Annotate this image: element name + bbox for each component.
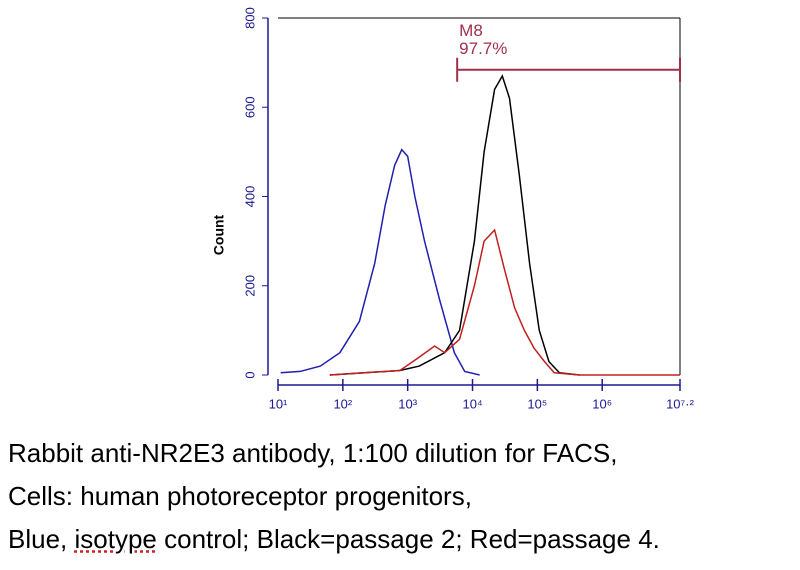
caption-line: Cells: human photoreceptor progenitors,: [8, 481, 472, 511]
histogram-line: [280, 148, 480, 376]
y-tick-label: 200: [242, 275, 257, 297]
caption-text: isotype: [74, 524, 157, 554]
gate-label: M8: [459, 21, 483, 40]
y-tick-label: 0: [242, 371, 257, 378]
histogram-line: [329, 228, 680, 376]
x-tick-label: 10⁴: [462, 396, 482, 411]
x-tick-label: 10³: [398, 396, 417, 411]
x-tick-label: 10²: [333, 396, 352, 411]
y-tick-label: 800: [242, 7, 257, 29]
caption-line: Rabbit anti-NR2E3 antibody, 1:100 diluti…: [8, 438, 618, 468]
caption-text: Blue,: [8, 524, 75, 554]
histogram-line: [329, 74, 580, 376]
y-axis-label: Count: [211, 214, 227, 255]
caption-line: Blue, isotype control; Black=passage 2; …: [8, 518, 798, 561]
y-tick-label: 600: [242, 96, 257, 118]
caption-text: control; Black=passage 2; Red=passage 4.: [156, 524, 660, 554]
gate-percent: 97.7%: [459, 39, 507, 58]
chart: Count 0 200 400 600 800 10¹ 10² 10³ 10⁴ 10⁵ 10⁶ 10⁷…: [211, 7, 695, 411]
x-tick-label: 10⁷·²: [666, 396, 694, 411]
x-tick-label: 10⁶: [592, 396, 612, 411]
x-tick-label: 10¹: [269, 396, 288, 411]
x-tick-label: 10⁵: [527, 396, 547, 411]
caption: Rabbit anti-NR2E3 antibody, 1:100 diluti…: [8, 432, 798, 561]
y-tick-label: 400: [242, 186, 257, 208]
